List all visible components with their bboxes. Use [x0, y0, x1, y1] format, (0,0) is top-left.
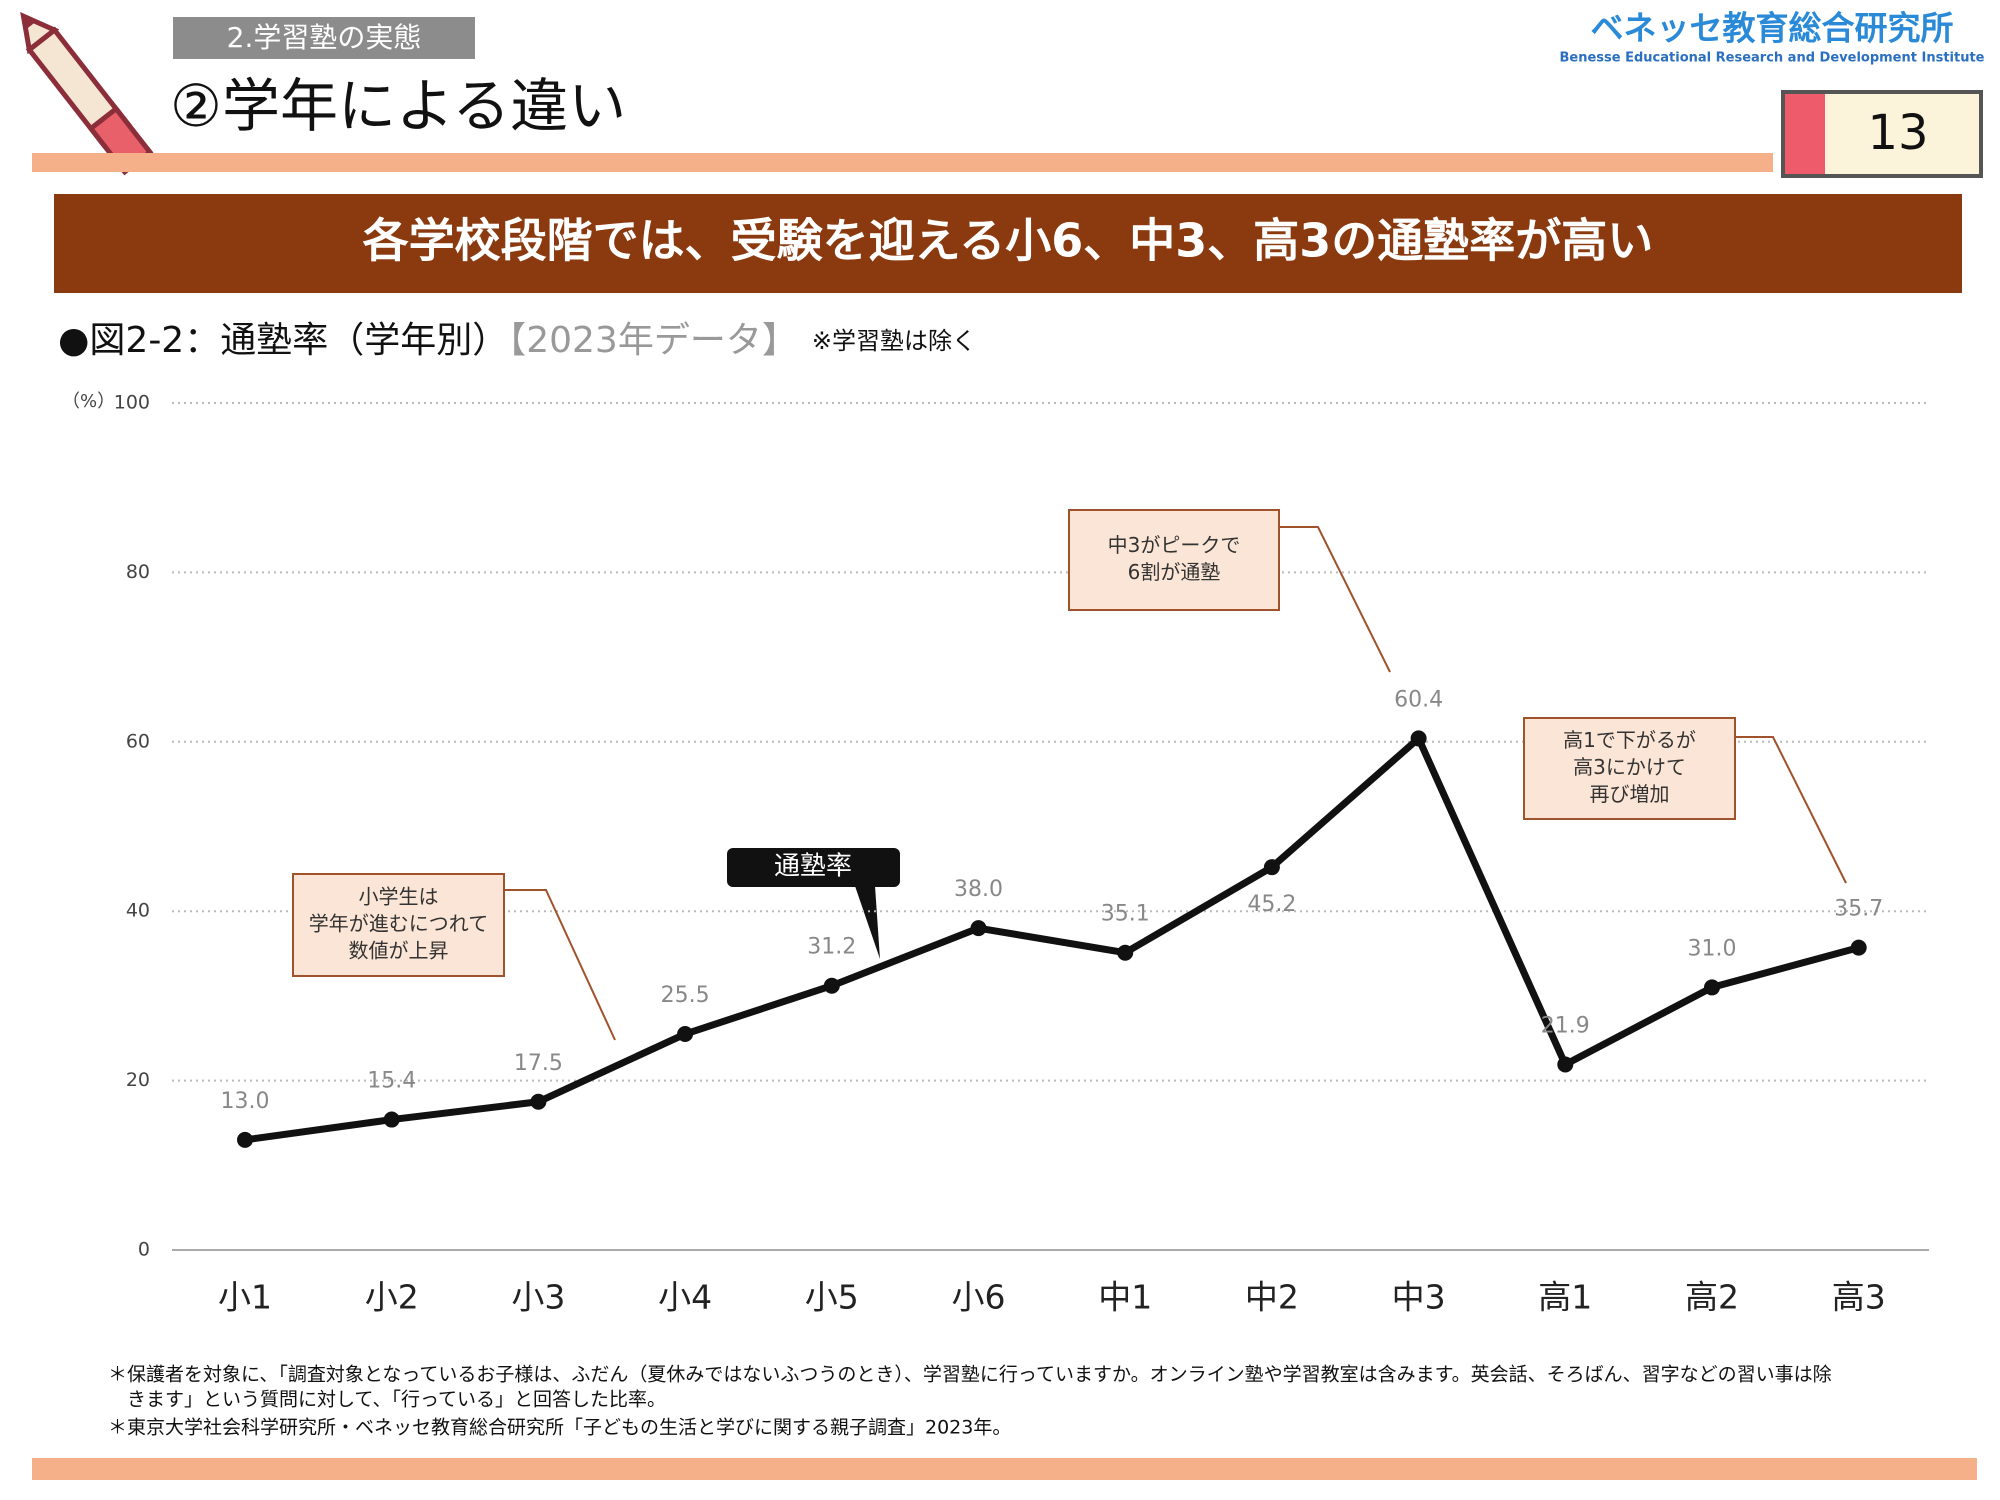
data-point — [530, 1093, 547, 1110]
header-bar — [32, 153, 1773, 172]
section-label: 2.学習塾の実態 — [227, 21, 422, 54]
annotation-text: 高3にかけて — [1573, 755, 1686, 779]
annotation-leader — [504, 889, 616, 1041]
x-tick-label: 中2 — [1245, 1278, 1299, 1317]
value-label: 13.0 — [221, 1089, 270, 1114]
annotation-text: 再び増加 — [1590, 782, 1670, 806]
annotation-text: 小学生は — [359, 885, 439, 909]
data-point — [383, 1111, 400, 1128]
logo: ベネッセ教育総合研究所 — [1591, 9, 1954, 48]
annotation-text: 6割が通塾 — [1128, 560, 1221, 584]
figure-note: ※学習塾は除く — [812, 327, 976, 355]
data-point — [1410, 730, 1427, 747]
y-tick-label: 20 — [126, 1069, 150, 1091]
y-tick-label: 80 — [126, 561, 150, 583]
data-point — [1117, 944, 1134, 961]
annotation-leader — [1279, 526, 1391, 673]
banner — [54, 194, 1962, 293]
x-tick-label: 小4 — [658, 1278, 712, 1317]
data-point — [237, 1131, 253, 1148]
value-label: 25.5 — [661, 983, 710, 1008]
value-label: 31.0 — [1688, 936, 1737, 961]
callout-pointer — [855, 886, 880, 959]
y-tick-label: 100 — [114, 392, 150, 414]
data-point — [1704, 979, 1720, 996]
pencil-icon — [20, 12, 154, 176]
annotation-box — [1068, 509, 1280, 611]
figure-title-main: ●図2-2：通塾率（学年別） — [58, 320, 508, 361]
annotation-text: 中3がピークで — [1108, 533, 1241, 557]
value-label: 35.7 — [1834, 897, 1883, 922]
page-number: 13 — [1867, 105, 1928, 161]
annotation-text: 数値が上昇 — [349, 939, 449, 963]
y-tick-label: 0 — [138, 1239, 150, 1261]
x-tick-label: 高1 — [1538, 1278, 1592, 1317]
data-point — [1850, 939, 1867, 956]
figure-title: ●図2-2：通塾率（学年別）【2023年データ】 ※学習塾は除く — [58, 320, 976, 361]
value-label: 38.0 — [954, 877, 1003, 902]
annotation-box — [292, 873, 505, 977]
y-unit: （%） — [62, 391, 115, 412]
logo-en: Benesse Educational Research and Develop… — [1559, 51, 1984, 66]
series-name: 通塾率 — [774, 852, 852, 882]
data-point — [1263, 859, 1280, 876]
value-label: 45.2 — [1247, 892, 1296, 917]
footnote: ＊保護者を対象に、「調査対象となっているお子様は、ふだん（夏休みではないふつうの… — [108, 1364, 1832, 1386]
annotation-leader — [1735, 736, 1847, 884]
data-point — [677, 1026, 694, 1043]
figure-subtitle: 【2023年データ】 — [508, 320, 798, 361]
data-point — [823, 977, 840, 994]
page-title: ②学年による違い — [170, 72, 626, 140]
value-label: 17.5 — [514, 1051, 563, 1076]
footnote: ＊東京大学社会科学研究所・ベネッセ教育総合研究所「子どもの生活と学びに関する親子… — [108, 1417, 1011, 1439]
x-tick-label: 小5 — [805, 1278, 859, 1317]
x-tick-label: 中1 — [1098, 1278, 1152, 1317]
x-tick-label: 小2 — [365, 1278, 419, 1317]
x-tick-label: 小6 — [952, 1278, 1006, 1317]
section-tag — [173, 17, 475, 59]
series-callout — [727, 848, 900, 887]
y-tick-label: 40 — [126, 900, 150, 922]
value-label: 60.4 — [1394, 687, 1443, 712]
y-tick-label: 60 — [126, 730, 150, 752]
x-tick-label: 小3 — [511, 1278, 565, 1317]
value-label: 35.1 — [1101, 902, 1150, 927]
x-tick-label: 中3 — [1392, 1278, 1446, 1317]
annotation-text: 高1で下がるが — [1563, 728, 1696, 752]
value-label: 31.2 — [807, 935, 856, 960]
value-label: 15.4 — [367, 1069, 416, 1094]
x-tick-label: 高2 — [1685, 1278, 1739, 1317]
annotation-box — [1523, 717, 1736, 820]
x-tick-label: 小1 — [218, 1278, 272, 1317]
annotation-text: 学年が進むにつれて — [309, 912, 488, 936]
footnote: きます」という質問に対して、「行っている」と回答した比率。 — [108, 1389, 666, 1411]
footer-bar — [32, 1458, 1977, 1480]
value-label: 21.9 — [1541, 1014, 1590, 1039]
x-tick-label: 高3 — [1832, 1278, 1886, 1317]
banner-text: 各学校段階では、受験を迎える小6、中3、高3の通塾率が高い — [363, 214, 1654, 268]
data-point — [1557, 1056, 1574, 1073]
page-accent — [1785, 94, 1825, 174]
series-line — [244, 734, 1860, 1144]
data-point — [970, 920, 987, 937]
